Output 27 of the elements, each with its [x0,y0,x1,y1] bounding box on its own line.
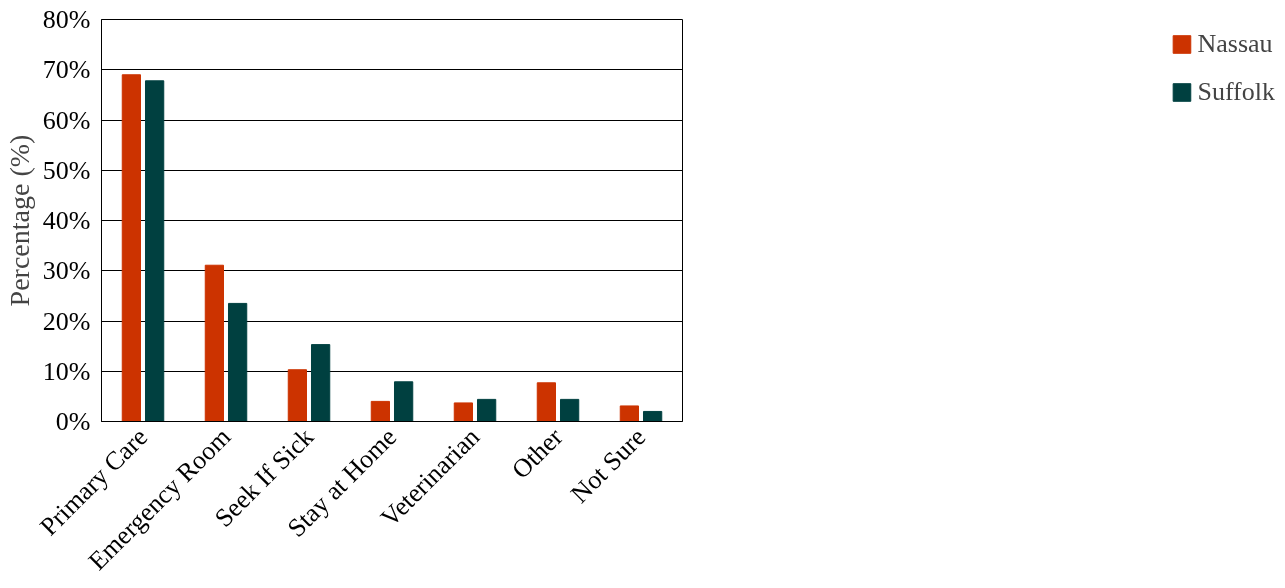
legend-label: Suffolk [1197,77,1275,107]
y-tick-label: 60% [42,105,91,135]
bar [310,344,331,422]
y-tick-label: 70% [42,55,91,85]
y-tick-label: 20% [42,306,91,336]
bar [619,405,640,422]
bar [642,410,663,422]
y-tick-label: 80% [42,5,91,34]
y-tick-label: 40% [42,206,91,235]
x-tick-label: Not Sure [564,422,652,509]
y-tick-label: 50% [42,155,91,185]
bar [536,382,557,422]
bar [204,264,225,422]
bar [227,302,248,422]
y-axis-title: Percentage (%) [3,134,35,307]
bar [476,398,497,422]
bar [287,369,308,422]
y-tick-label: 0% [55,407,91,436]
bar [370,400,391,422]
bar [453,402,474,422]
bar [121,74,142,422]
bar [559,398,580,422]
bar [393,381,414,422]
bar [144,80,165,422]
y-tick-label: 10% [42,356,91,386]
y-tick-label: 30% [42,256,91,286]
legend-label: Nassau [1197,29,1273,59]
